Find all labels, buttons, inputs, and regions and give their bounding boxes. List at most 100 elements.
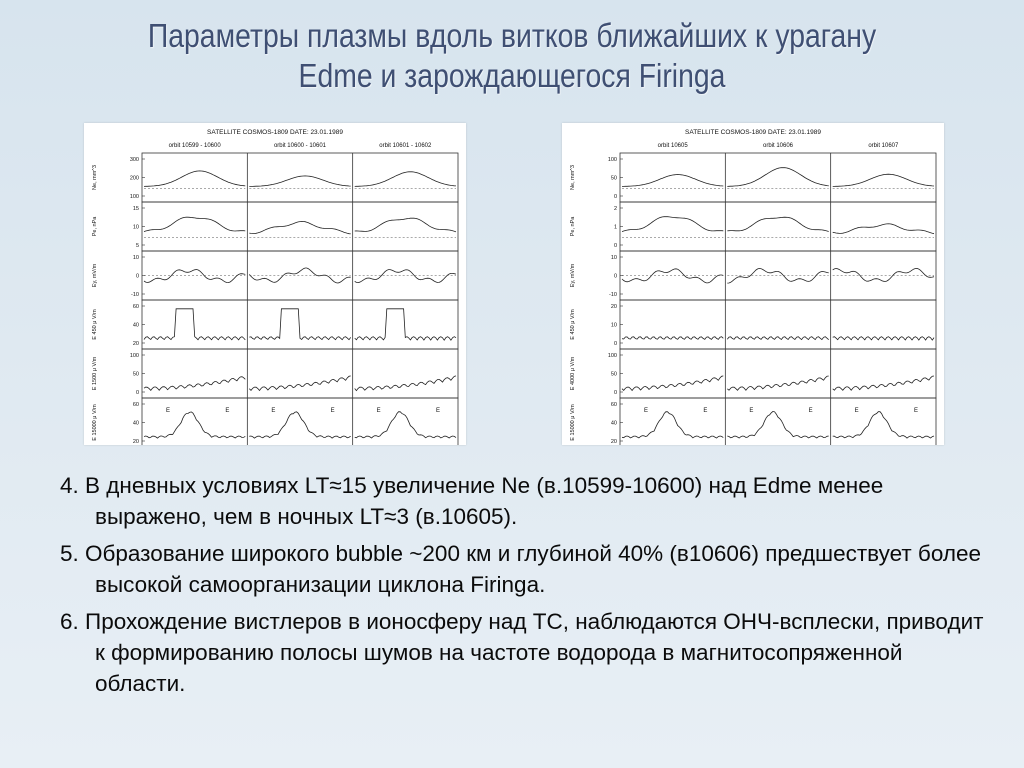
y-tick-label: 0 [614,243,617,249]
y-tick-label: 40 [611,421,617,427]
plot-trace [143,308,246,341]
y-tick-label: 100 [130,194,139,200]
plot-trace [354,217,457,233]
plot-trace [621,375,724,392]
plot-trace [621,336,724,340]
panel-frame [619,299,937,350]
panel-ylabel: E 450 μ V/m [92,309,98,340]
plot-trace [621,411,724,439]
panel-ylabel: E 15000 μ V/m [570,404,576,441]
y-tick-label: 100 [130,353,139,359]
panel-ylabel: Ey, mV/m [92,263,98,287]
paragraph-5: 5. Образование широкого bubble ~200 км и… [60,541,981,597]
plot-trace [727,216,829,232]
y-tick-label: 0 [614,390,617,396]
marker-label-right: E [331,408,335,414]
figure-right-plot: SATELLITE COSMOS-1809 DATE: 23.01.1989 or… [570,129,937,445]
plot-trace [143,269,246,284]
marker-label-left: E [749,408,753,414]
plot-trace [354,375,457,392]
panel-frame [141,299,459,350]
plot-trace [143,376,246,392]
orbit-label: orbit 10599 - 10600 [169,143,222,149]
y-tick-label: 60 [611,402,617,408]
y-tick-label: 1 [614,225,617,231]
marker-label-right: E [436,408,440,414]
y-tick-label: 60 [133,304,139,310]
title-line-1: Параметры плазмы вдоль витков ближайших … [147,17,877,54]
panel-frame [619,201,937,252]
plot-trace [249,411,351,439]
plot-trace [249,220,351,235]
marker-label-left: E [271,408,275,414]
orbit-label: orbit 10601 - 10602 [379,143,432,149]
marker-label-right: E [809,408,813,414]
plot-trace [621,216,724,232]
plot-trace [727,375,829,391]
plot-trace [832,411,935,439]
panel-frame [141,348,459,399]
y-tick-label: -10 [609,292,617,298]
paragraph-4: 4. В дневных условиях LT≈15 увеличение N… [60,473,884,529]
marker-label-right: E [703,408,707,414]
marker-label-left: E [377,408,381,414]
y-tick-label: 300 [130,157,139,163]
plot-trace [727,410,829,439]
y-tick-label: 60 [133,402,139,408]
figure-right: SATELLITE COSMOS-1809 DATE: 23.01.1989 or… [562,123,944,445]
plot-trace [832,173,935,187]
marker-label-left: E [166,408,170,414]
marker-label-right: E [914,408,918,414]
title-line-2: Edme и зарождающегося Firinga [298,57,726,94]
y-tick-label: 10 [133,255,139,261]
y-tick-label: 40 [133,421,139,427]
y-tick-label: 50 [611,372,617,378]
marker-label-left: E [644,408,648,414]
y-tick-label: 20 [611,304,617,310]
y-tick-label: 20 [133,341,139,347]
y-tick-label: -10 [131,292,139,298]
plot-trace [354,411,457,439]
panel-ylabel: E 450 μ V/m [570,309,576,340]
orbit-label: orbit 10606 [763,143,794,149]
plot-trace [727,167,829,187]
marker-label-left: E [855,408,859,414]
plot-trace [249,175,351,187]
plot-trace [354,269,457,284]
figure-header: SATELLITE COSMOS-1809 DATE: 23.01.1989 [685,129,821,136]
panel-ylabel: E 15000 μ V/m [92,404,98,441]
plot-trace [249,267,351,284]
y-tick-label: 0 [614,274,617,280]
plot-trace [354,171,457,187]
y-tick-label: 0 [136,390,139,396]
plot-trace [143,411,246,439]
panel-frame [619,152,937,203]
plot-trace [727,267,829,284]
y-tick-label: 0 [614,194,617,200]
panel-ylabel: Ey, mV/m [570,263,576,287]
panel-frame [141,152,459,203]
y-tick-label: 0 [136,274,139,280]
y-tick-label: 20 [133,439,139,445]
orbit-label: orbit 10607 [868,143,899,149]
y-tick-label: 20 [611,439,617,445]
plot-trace [622,174,724,187]
panel-frame [141,397,459,445]
figure-left: SATELLITE COSMOS-1809 DATE: 23.01.1989 or… [84,123,466,445]
plot-trace [354,308,457,341]
y-tick-label: 2 [614,206,617,212]
figure-left-plot: SATELLITE COSMOS-1809 DATE: 23.01.1989 or… [92,129,459,445]
y-tick-label: 100 [608,157,617,163]
paragraph-6: 6. Прохождение вистлеров в ионосферу над… [60,609,984,696]
plot-trace [726,336,829,341]
y-tick-label: 100 [608,353,617,359]
y-tick-label: 50 [133,372,139,378]
panel-ylabel: E 4000 μ V/m [570,356,576,390]
panel-ylabel: Ne, mm^3 [92,165,98,190]
plot-trace [832,375,935,391]
plot-trace [143,170,246,187]
slide-body: 4. В дневных условиях LT≈15 увеличение N… [60,470,990,705]
y-tick-label: 10 [133,225,139,231]
panel-ylabel: Pe, nPa [570,216,576,237]
plot-trace [249,308,352,341]
